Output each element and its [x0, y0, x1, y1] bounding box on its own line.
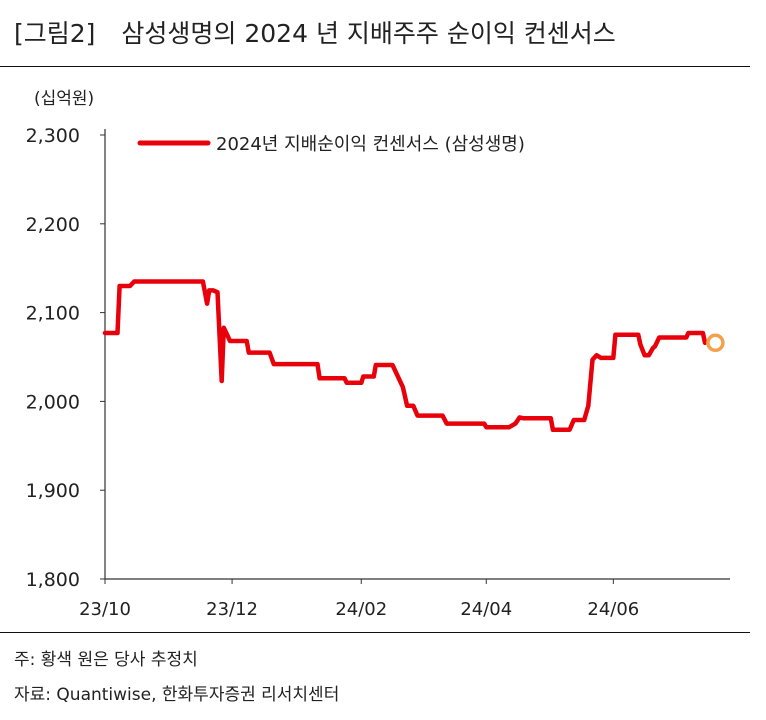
legend-label: 2024년 지배순이익 컨센서스 (삼성생명) [216, 134, 525, 155]
y-tick-label: 2,100 [26, 303, 80, 325]
y-tick-label: 1,800 [26, 569, 80, 591]
figure-label: [그림2] [14, 19, 96, 48]
y-tick-label: 2,000 [26, 391, 80, 413]
series-line [102, 279, 708, 433]
x-tick-label: 23/10 [79, 599, 131, 620]
chart-title-bar: [그림2] 삼성생명의 2024 년 지배주주 순이익 컨센서스 [14, 14, 616, 50]
figure-title: 삼성생명의 2024 년 지배주주 순이익 컨센서스 [121, 19, 616, 48]
y-tick-label: 2,200 [26, 214, 80, 236]
source-note: 자료: Quantiwise, 한화투자증권 리서치센터 [14, 685, 340, 705]
x-tick-label: 24/06 [587, 599, 639, 620]
x-tick-label: 24/02 [335, 599, 387, 620]
consensus-line-chart: (십억원) 1,800 1,900 2,000 2,100 2,200 2,300 23/10… [26, 89, 730, 620]
footer-rule [0, 632, 750, 633]
header-rule [0, 66, 750, 67]
y-unit-label: (십억원) [34, 89, 94, 109]
y-tick-label: 1,900 [26, 480, 80, 502]
x-tick-label: 23/12 [206, 599, 258, 620]
footnote: 주: 황색 원은 당사 추정치 [14, 650, 198, 670]
x-tick-label: 24/04 [460, 599, 512, 620]
estimate-marker [706, 333, 725, 353]
y-tick-label: 2,300 [26, 125, 80, 147]
